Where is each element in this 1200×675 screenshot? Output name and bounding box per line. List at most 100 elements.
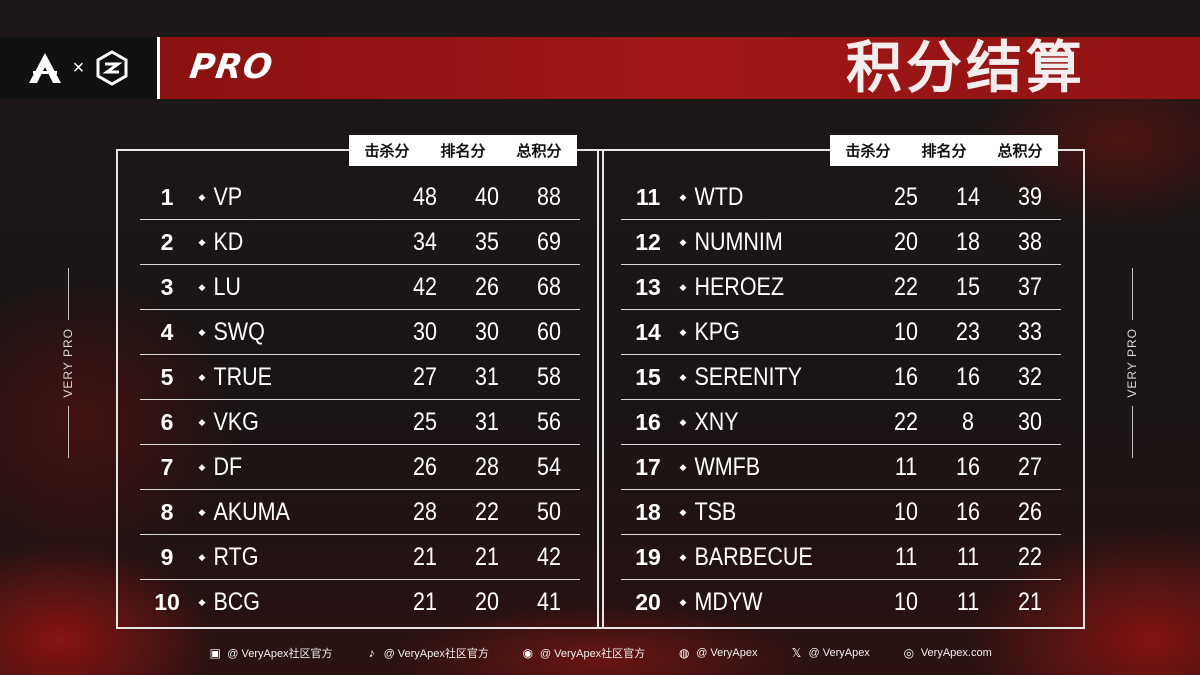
column-placement-points: 排名分 xyxy=(440,143,486,160)
rank-number: 19 xyxy=(635,543,661,570)
table-row: 20 ◆ MDYW 10 11 21 xyxy=(621,580,1061,625)
total-points: 26 xyxy=(1018,497,1042,526)
kill-points: 25 xyxy=(894,182,918,211)
table-row: 16 ◆ XNY 22 8 30 xyxy=(621,400,1061,445)
table-row: 11 ◆ WTD 25 14 39 xyxy=(621,175,1061,220)
total-points: 50 xyxy=(537,497,561,526)
standings-rows-left: 1 ◆ VP 48 40 88 2 ◆ KD 34 35 69 3 ◆ LU 42 26 68 4 ◆ SWQ 30 30 6… xyxy=(140,175,580,625)
table-row: 7 ◆ DF 26 28 54 xyxy=(140,445,580,490)
total-points: 39 xyxy=(1018,182,1042,211)
placement-points: 11 xyxy=(956,588,980,616)
table-row: 6 ◆ VKG 25 31 56 xyxy=(140,400,580,445)
placement-points: 30 xyxy=(475,317,499,346)
kill-points: 10 xyxy=(894,317,918,346)
footer-link-website[interactable]: ◎ VeryApex.com xyxy=(902,646,992,660)
table-row: 9 ◆ RTG 21 21 42 xyxy=(140,535,580,580)
page-title: 积分结算 xyxy=(846,36,1086,101)
footer-link-text: @ VeryApex社区官方 xyxy=(539,648,646,660)
kill-points: 20 xyxy=(894,227,918,256)
pro-logo: PRO xyxy=(187,47,276,87)
bullet-icon: ◆ xyxy=(198,371,206,382)
bullet-icon: ◆ xyxy=(679,236,687,247)
total-points: 69 xyxy=(537,227,561,256)
standings-panel-right: 击杀分 排名分 总积分 11 ◆ WTD 25 14 39 12 ◆ NUMNIM 20 18 38 1… xyxy=(597,135,1085,629)
footer-link-tiktok[interactable]: ♪ @ VeryApex社区官方 xyxy=(365,645,489,661)
team-name: NUMNIM xyxy=(694,227,783,256)
placement-points: 40 xyxy=(475,182,499,211)
side-text-left: VERY PRO xyxy=(60,268,76,458)
footer-link-discord[interactable]: ◍ @ VeryApex xyxy=(677,646,758,660)
rank-number: 16 xyxy=(635,408,661,435)
table-row: 13 ◆ HEROEZ 22 15 37 xyxy=(621,265,1061,310)
placement-points: 18 xyxy=(956,227,980,256)
placement-points: 31 xyxy=(475,407,499,436)
rank-number: 20 xyxy=(635,589,661,615)
team-name: VP xyxy=(213,182,243,211)
footer-link-weibo[interactable]: ◉ @ VeryApex社区官方 xyxy=(521,645,646,661)
total-points: 60 xyxy=(537,317,561,346)
weibo-icon: ◉ xyxy=(522,646,534,660)
kill-points: 11 xyxy=(894,542,918,571)
column-total-points: 总积分 xyxy=(516,143,562,160)
side-line xyxy=(1131,405,1133,458)
table-row: 14 ◆ KPG 10 23 33 xyxy=(621,310,1061,355)
bullet-icon: ◆ xyxy=(679,461,687,472)
kill-points: 10 xyxy=(894,588,918,616)
footer-link-x[interactable]: 𝕏 @ VeryApex xyxy=(790,646,870,660)
total-points: 33 xyxy=(1018,317,1042,346)
header-divider xyxy=(157,37,160,99)
placement-points: 28 xyxy=(475,452,499,481)
footer-link-text: @ VeryApex xyxy=(808,647,870,659)
rank-number: 17 xyxy=(635,453,661,480)
kill-points: 22 xyxy=(894,407,918,436)
table-row: 3 ◆ LU 42 26 68 xyxy=(140,265,580,310)
rank-number: 9 xyxy=(160,543,174,570)
kill-points: 21 xyxy=(413,542,437,571)
column-kill-points: 击杀分 xyxy=(845,143,891,160)
bullet-icon: ◆ xyxy=(198,597,206,607)
total-points: 41 xyxy=(537,588,561,616)
footer-link-text: VeryApex.com xyxy=(920,647,992,659)
kill-points: 11 xyxy=(894,452,918,481)
column-total-points: 总积分 xyxy=(997,143,1043,160)
team-name: KPG xyxy=(694,317,740,346)
rank-number: 6 xyxy=(160,408,174,435)
team-name: BCG xyxy=(213,588,261,616)
team-name: WMFB xyxy=(694,452,761,481)
column-kill-points: 击杀分 xyxy=(364,143,410,160)
table-row: 8 ◆ AKUMA 28 22 50 xyxy=(140,490,580,535)
placement-points: 16 xyxy=(956,497,980,526)
bullet-icon: ◆ xyxy=(679,371,687,382)
table-row: 18 ◆ TSB 10 16 26 xyxy=(621,490,1061,535)
team-name: TSB xyxy=(694,497,737,526)
team-name: AKUMA xyxy=(213,497,290,526)
team-name: BARBECUE xyxy=(694,542,813,571)
table-row: 1 ◆ VP 48 40 88 xyxy=(140,175,580,220)
kill-points: 27 xyxy=(413,362,437,391)
team-name: RTG xyxy=(213,542,259,571)
x-icon: 𝕏 xyxy=(791,646,802,660)
rank-number: 7 xyxy=(160,453,174,480)
kill-points: 25 xyxy=(413,407,437,436)
kill-points: 42 xyxy=(413,272,437,301)
total-points: 38 xyxy=(1018,227,1042,256)
footer-link-bilibili[interactable]: ▣ @ VeryApex社区官方 xyxy=(208,645,333,661)
kill-points: 21 xyxy=(413,588,437,616)
column-header: 击杀分 排名分 总积分 xyxy=(830,135,1058,166)
kill-points: 22 xyxy=(894,272,918,301)
table-row: 4 ◆ SWQ 30 30 60 xyxy=(140,310,580,355)
team-name: KD xyxy=(213,227,244,256)
side-line xyxy=(67,268,69,321)
logo-times: × xyxy=(72,56,85,79)
bullet-icon: ◆ xyxy=(198,551,206,562)
rank-number: 13 xyxy=(635,273,661,300)
partner-logo-icon xyxy=(96,50,128,86)
column-header: 击杀分 排名分 总积分 xyxy=(349,135,577,166)
team-name: TRUE xyxy=(213,362,272,391)
table-row: 19 ◆ BARBECUE 11 11 22 xyxy=(621,535,1061,580)
kill-points: 48 xyxy=(413,182,437,211)
bullet-icon: ◆ xyxy=(679,506,687,517)
team-name: MDYW xyxy=(694,588,763,616)
bilibili-icon: ▣ xyxy=(209,646,221,660)
placement-points: 26 xyxy=(475,272,499,301)
